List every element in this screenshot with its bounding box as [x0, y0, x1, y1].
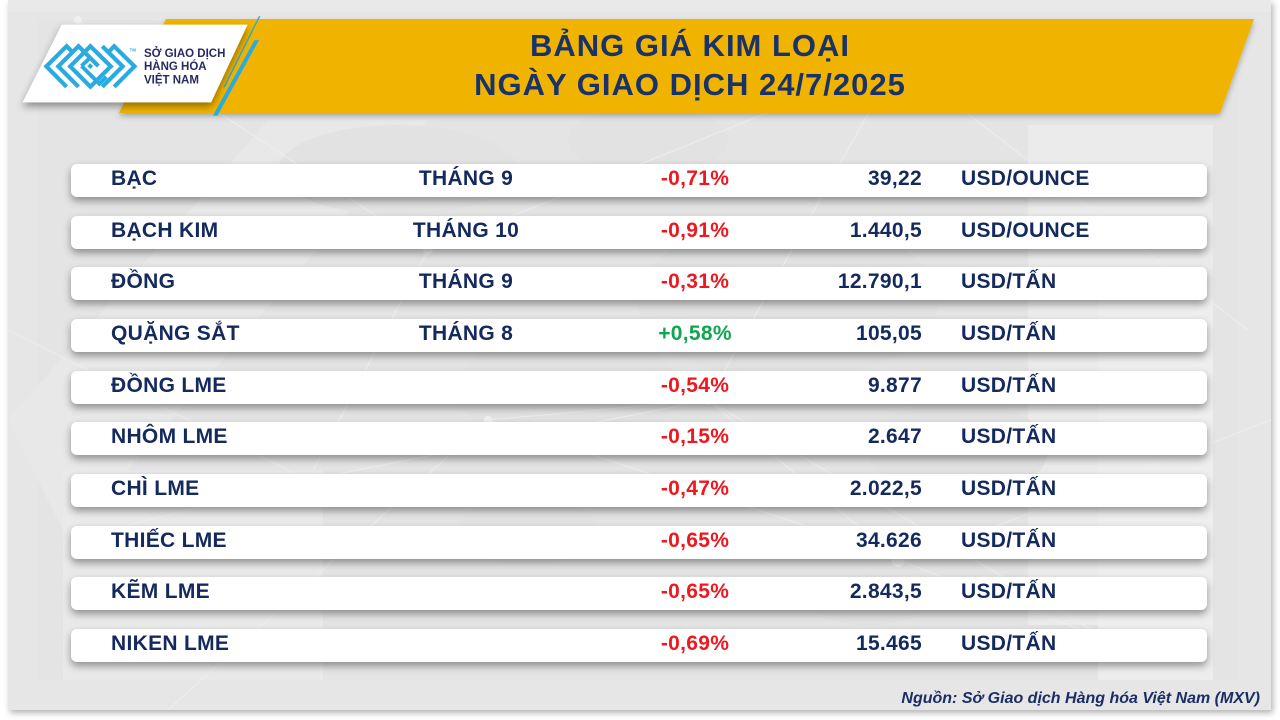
svg-text:HÀNG HÓA: HÀNG HÓA [144, 60, 207, 73]
svg-text:TM: TM [130, 48, 137, 53]
svg-text:SỞ GIAO DỊCH: SỞ GIAO DỊCH [144, 47, 225, 60]
svg-text:VIỆT NAM: VIỆT NAM [144, 73, 199, 86]
